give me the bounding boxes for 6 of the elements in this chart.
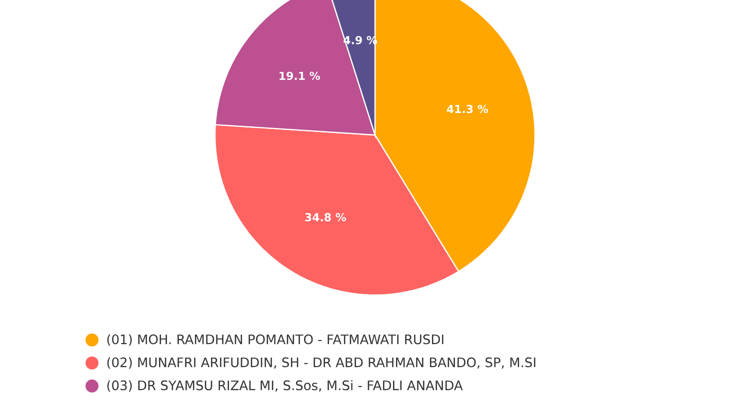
data-label: 34.8 % (305, 213, 346, 222)
data-label: 19.1 % (280, 72, 320, 80)
legend-label: (02) MUNAFRI ARIFUDDIN, SH - DR ABD RAHMAN BANDO, SP, M.SI (107, 357, 536, 369)
legend-label: (03) DR SYAMSU RIZAL MI, S.Sos, M.Si - FADLI ANANDA (107, 380, 463, 392)
legend-label: (01) MOH. RAMDHAN POMANTO - FATMAWATI RUSDI (107, 334, 444, 346)
data-label: 41.3 % (446, 104, 488, 114)
